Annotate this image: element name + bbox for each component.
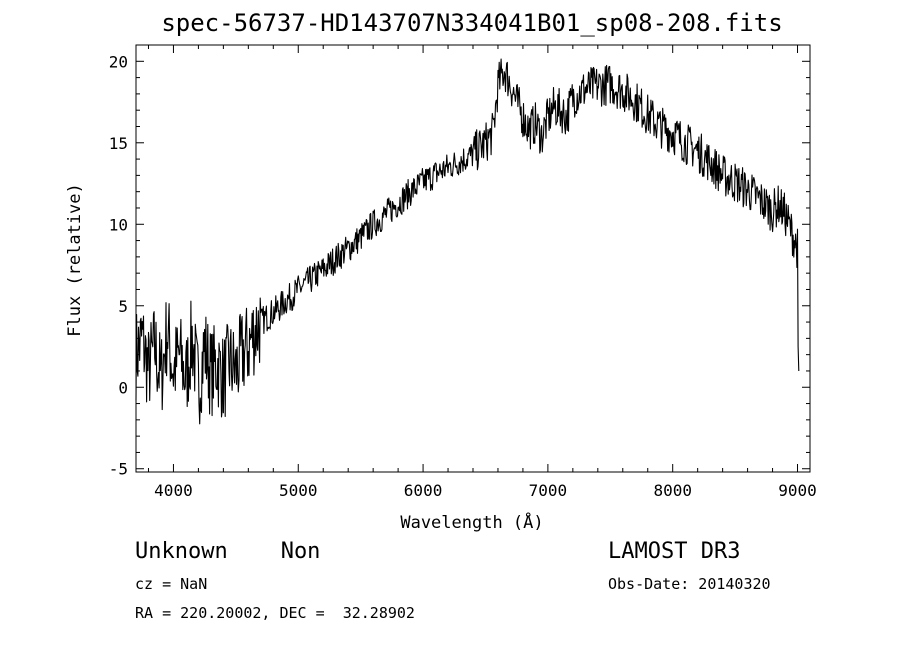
coordinates: RA = 220.20002, DEC = 32.28902 — [135, 604, 415, 622]
obs-date: Obs-Date: 20140320 — [608, 575, 771, 593]
x-tick-label: 4000 — [154, 481, 193, 500]
spectrum-line — [135, 58, 800, 425]
x-axis-label: Wavelength (Å) — [400, 511, 543, 533]
object-class: Unknown Non — [135, 539, 321, 564]
x-tick-label: 7000 — [529, 481, 568, 500]
x-tick-label: 8000 — [653, 481, 692, 500]
x-tick-label: 5000 — [279, 481, 318, 500]
chart-title: spec-56737-HD143707N334041B01_sp08-208.f… — [161, 9, 782, 37]
x-tick-label: 9000 — [778, 481, 817, 500]
y-tick-label: 20 — [109, 52, 128, 71]
y-tick-label: 15 — [109, 134, 128, 153]
survey-name: LAMOST DR3 — [608, 539, 741, 564]
y-axis: -5 0 5 10 15 20 — [109, 44, 810, 479]
plot-frame — [135, 44, 811, 473]
y-axis-label: Flux (relative) — [65, 183, 85, 337]
y-tick-label: 5 — [118, 297, 128, 316]
x-tick-label: 6000 — [404, 481, 443, 500]
y-tick-label: 10 — [109, 215, 128, 234]
y-tick-label: 0 — [118, 378, 128, 397]
x-axis: 4000 5000 6000 7000 8000 9000 — [147, 45, 817, 500]
y-tick-label: -5 — [109, 460, 128, 479]
redshift-value: cz = NaN — [135, 575, 208, 593]
